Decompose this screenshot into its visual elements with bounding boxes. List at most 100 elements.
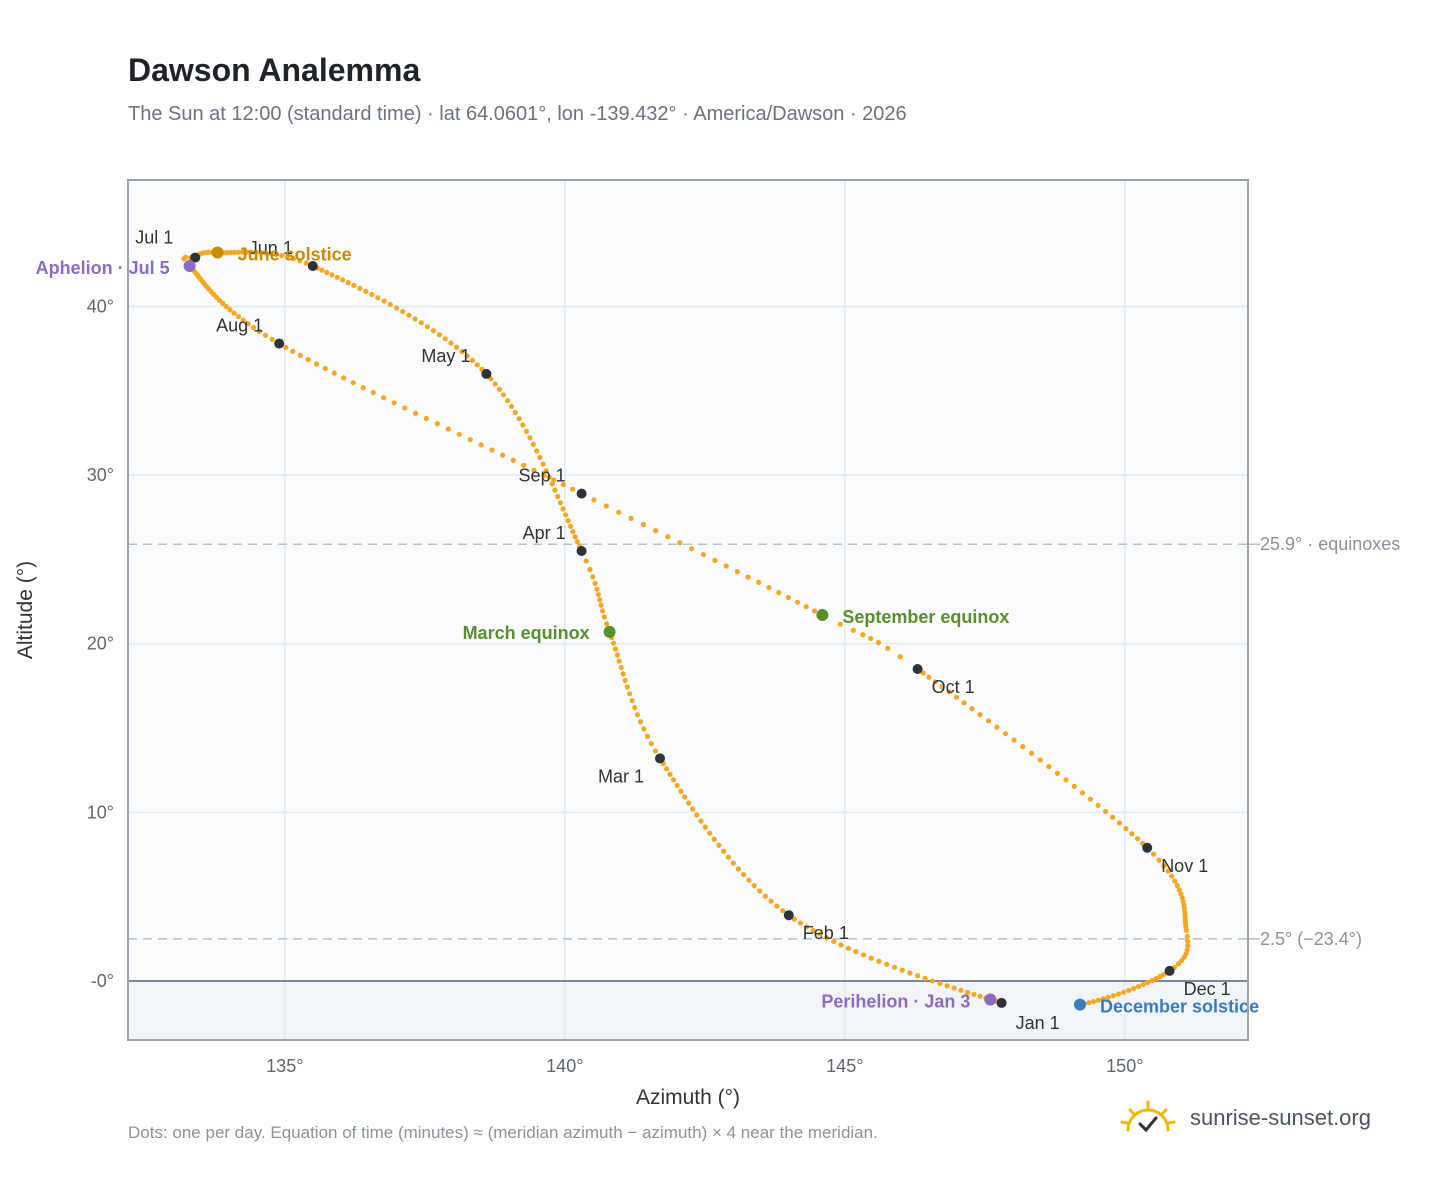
daily-sun-dot xyxy=(478,442,484,448)
month-marker xyxy=(576,545,587,556)
daily-sun-dot xyxy=(231,249,238,255)
daily-sun-dot xyxy=(774,903,780,909)
daily-sun-dot xyxy=(253,249,259,255)
daily-sun-dot xyxy=(961,700,967,706)
daily-sun-dot xyxy=(1176,887,1182,893)
daily-sun-dot xyxy=(510,457,516,463)
daily-sun-dot xyxy=(250,324,257,331)
daily-sun-dot xyxy=(665,534,671,540)
daily-sun-dot xyxy=(810,927,816,934)
daily-sun-dot xyxy=(1086,1000,1092,1006)
daily-sun-dot xyxy=(290,348,296,354)
daily-sun-dot xyxy=(448,340,454,346)
daily-sun-dot xyxy=(279,252,285,259)
daily-sun-dot xyxy=(1135,983,1142,990)
daily-sun-dot xyxy=(334,274,340,280)
daily-sun-dot xyxy=(363,288,369,294)
daily-sun-dot xyxy=(489,447,495,453)
x-tick-label: 135° xyxy=(266,1056,303,1076)
daily-sun-dot xyxy=(944,983,950,989)
daily-sun-dot xyxy=(496,386,502,392)
daily-sun-dot xyxy=(244,249,250,255)
event-label: June solstice xyxy=(238,245,352,265)
daily-sun-dot xyxy=(329,272,335,278)
month-label: May 1 xyxy=(421,346,470,366)
daily-sun-dot xyxy=(436,332,442,338)
daily-sun-dot xyxy=(937,980,943,987)
month-label: Apr 1 xyxy=(523,523,566,543)
daily-sun-dot xyxy=(794,599,801,605)
daily-sun-dot xyxy=(690,806,696,812)
reference-line-label: 2.5° (−23.4°) xyxy=(1260,929,1362,949)
daily-sun-dot xyxy=(845,945,852,951)
daily-sun-dot xyxy=(875,640,882,646)
month-marker xyxy=(1142,842,1153,853)
daily-sun-dot xyxy=(837,621,843,627)
daily-sun-dot xyxy=(434,421,440,427)
daily-sun-dot xyxy=(614,652,620,658)
event-label: March equinox xyxy=(463,623,590,643)
daily-sun-dot xyxy=(716,842,722,848)
daily-sun-dot xyxy=(745,574,751,580)
daily-sun-dot xyxy=(1185,938,1191,944)
daily-sun-dot xyxy=(1185,943,1191,949)
daily-sun-dot xyxy=(1054,770,1061,776)
daily-sun-dot xyxy=(922,975,928,981)
daily-sun-dot xyxy=(583,558,589,564)
daily-sun-dot xyxy=(876,958,882,964)
daily-sun-dot xyxy=(811,608,818,614)
daily-sun-dot xyxy=(273,251,279,258)
daily-sun-dot xyxy=(600,608,606,614)
brand-name: sunrise-sunset.org xyxy=(1190,1105,1371,1130)
daily-sun-dot xyxy=(620,671,626,677)
daily-sun-dot xyxy=(523,428,530,434)
daily-sun-dot xyxy=(776,590,782,596)
daily-sun-dot xyxy=(698,818,704,824)
daily-sun-dot xyxy=(231,310,237,316)
x-tick-label: 150° xyxy=(1106,1056,1143,1076)
daily-sun-dot xyxy=(1079,790,1086,796)
daily-sun-dot xyxy=(341,375,347,381)
daily-sun-dot xyxy=(1183,927,1189,933)
daily-sun-dot xyxy=(1174,882,1180,889)
plot-frame xyxy=(127,179,1249,1041)
daily-sun-dot xyxy=(670,777,677,783)
month-label: Jan 1 xyxy=(1016,1013,1060,1033)
daily-sun-dot xyxy=(1157,974,1163,980)
daily-sun-dot xyxy=(632,705,638,711)
daily-sun-dot xyxy=(603,503,609,509)
brand-logo[interactable]: sunrise-sunset.org xyxy=(1120,1100,1371,1136)
footnote: Dots: one per day. Equation of time (min… xyxy=(128,1123,878,1142)
daily-sun-dot xyxy=(387,301,393,308)
daily-sun-dot xyxy=(1126,987,1132,993)
daily-sun-dot xyxy=(595,592,602,598)
daily-sun-dot xyxy=(1087,796,1094,802)
daily-sun-dot xyxy=(459,348,465,355)
daily-sun-dot xyxy=(1020,744,1026,750)
event-label: September equinox xyxy=(842,607,1009,627)
daily-sun-dot xyxy=(269,336,275,343)
daily-sun-dot xyxy=(640,521,647,528)
daily-sun-dot xyxy=(492,381,498,387)
daily-sun-dot xyxy=(780,908,786,914)
daily-sun-dot xyxy=(803,604,809,610)
daily-sun-dot xyxy=(551,477,557,483)
y-tick-label: 10° xyxy=(87,802,114,822)
daily-sun-dot xyxy=(303,260,309,266)
daily-sun-dot xyxy=(565,518,571,524)
daily-sun-dot xyxy=(531,467,537,473)
daily-sun-dot xyxy=(891,964,898,970)
daily-sun-dot xyxy=(678,788,684,794)
daily-sun-dot xyxy=(648,740,654,747)
daily-sun-dot xyxy=(723,563,729,569)
daily-sun-dot xyxy=(634,712,641,718)
daily-sun-dot xyxy=(868,635,874,642)
daily-sun-dot xyxy=(1165,868,1171,874)
month-marker xyxy=(576,488,587,499)
y-tick-label: 40° xyxy=(87,296,114,316)
daily-sun-dot xyxy=(757,888,763,894)
daily-sun-dot xyxy=(412,410,419,416)
chart-subtitle: The Sun at 12:00 (standard time) · lat 6… xyxy=(128,103,907,125)
daily-sun-dot xyxy=(824,935,830,941)
daily-sun-dot xyxy=(637,719,644,725)
